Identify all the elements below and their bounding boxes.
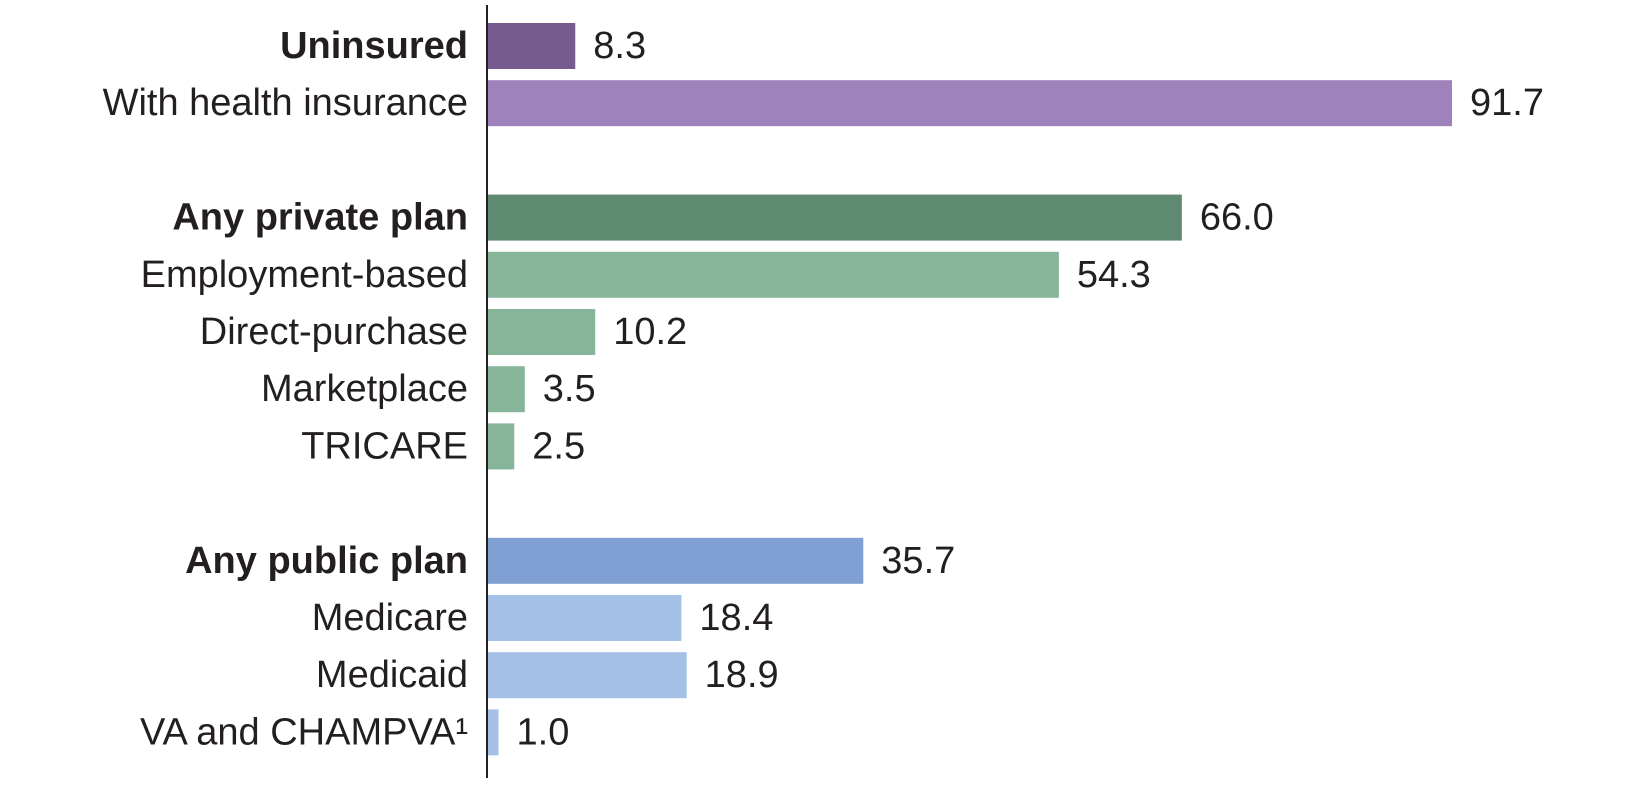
bar [488, 80, 1452, 127]
value-label: 3.5 [543, 368, 596, 410]
category-label: TRICARE [301, 425, 468, 467]
value-label: 8.3 [593, 25, 646, 67]
category-label: Any private plan [172, 197, 468, 239]
category-label: Any public plan [185, 540, 468, 582]
bar [488, 709, 499, 756]
value-label: 66.0 [1200, 197, 1274, 239]
value-label: 91.7 [1470, 82, 1544, 124]
bar [488, 423, 515, 470]
value-label: 2.5 [532, 425, 585, 467]
value-label: 18.4 [699, 597, 773, 639]
bar [488, 366, 525, 413]
category-label: Direct-purchase [200, 311, 468, 353]
category-label: With health insurance [103, 82, 468, 124]
value-label: 35.7 [881, 540, 955, 582]
value-label: 1.0 [517, 711, 570, 753]
bar [488, 652, 687, 699]
value-label: 54.3 [1077, 254, 1151, 296]
category-label: Marketplace [261, 368, 468, 410]
bar [488, 194, 1182, 241]
bar [488, 537, 864, 584]
bar [488, 251, 1059, 298]
value-label: 18.9 [705, 654, 779, 696]
category-label: Uninsured [280, 25, 468, 67]
category-label: Medicaid [316, 654, 468, 696]
category-label: VA and CHAMPVA¹ [140, 711, 468, 753]
bar [488, 309, 596, 355]
bar [488, 23, 576, 69]
category-label: Employment-based [141, 254, 468, 296]
category-label: Medicare [312, 597, 468, 639]
bar [488, 595, 682, 641]
value-label: 10.2 [613, 311, 687, 353]
